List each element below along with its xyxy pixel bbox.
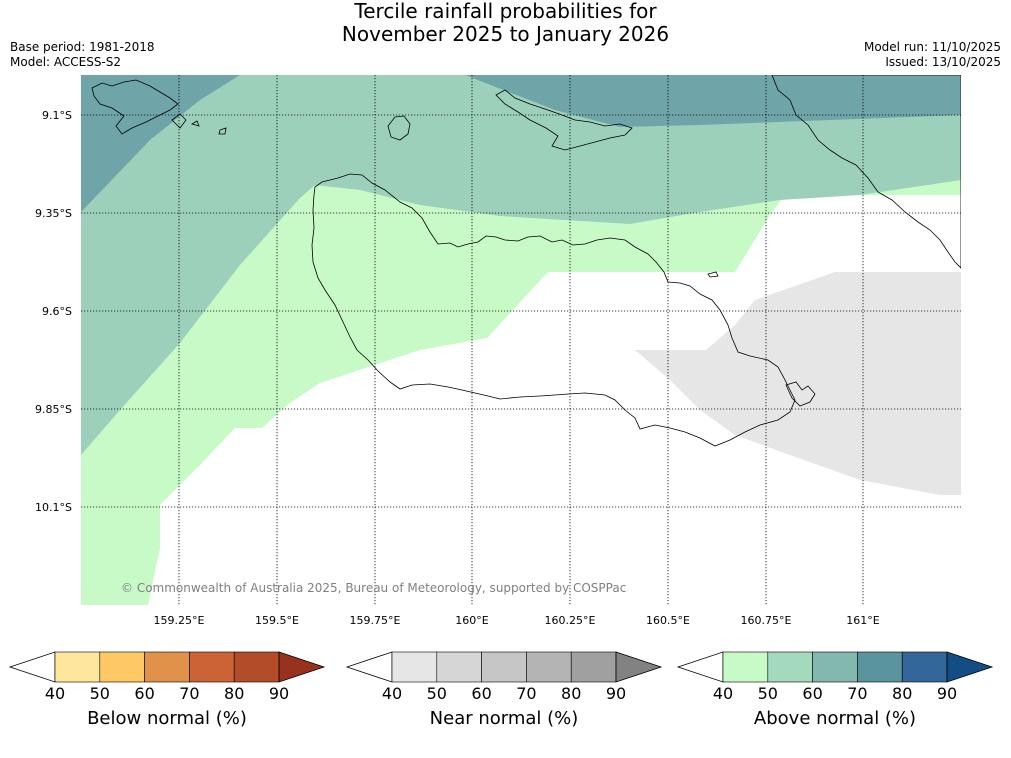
meta-left: Base period: 1981-2018 Model: ACCESS-S2	[10, 40, 155, 70]
lat-label: 9.6°S	[42, 305, 72, 318]
colorbar-segment	[722, 651, 769, 683]
colorbar-segment	[857, 651, 903, 683]
colorbar-high-extension	[615, 651, 663, 683]
colorbar-tick-label: 70	[847, 684, 867, 703]
lon-label: 159.5°E	[255, 614, 299, 627]
colorbar-tick-label: 60	[134, 684, 154, 703]
colorbar-tick-label: 80	[892, 684, 912, 703]
coastline-russell-islet	[171, 113, 187, 129]
colorbars: 40 50 60 70 80 90 40 50 60 70 80 90 40 50 60 70 80 90	[8, 651, 994, 703]
colorbar-tick-label: 40	[45, 684, 65, 703]
issued-date: Issued: 13/10/2025	[885, 55, 1001, 69]
colorbar-tick-label: 70	[516, 684, 536, 703]
longitude-labels: 159.25°E 159.5°E 159.75°E 160°E 160.25°E 160.…	[154, 614, 880, 627]
colorbar-tick-label: 70	[179, 684, 199, 703]
colorbar-tick-label: 90	[269, 684, 289, 703]
colorbar-low-extension	[345, 651, 393, 683]
colorbar-tick-label: 80	[224, 684, 244, 703]
colorbar-segment	[144, 651, 190, 683]
copyright-notice: © Commonwealth of Australia 2025, Bureau…	[121, 581, 626, 595]
lat-label: 9.1°S	[42, 109, 72, 122]
colorbar-segment	[767, 651, 813, 683]
colorbar-segment	[526, 651, 572, 683]
colorbar-tick-label: 80	[561, 684, 581, 703]
colorbar-tick-label: 60	[471, 684, 491, 703]
colorbar-below: 40 50 60 70 80 90	[8, 651, 326, 703]
base-period: Base period: 1981-2018	[10, 40, 155, 54]
colorbar-label-near: Near normal (%)	[429, 708, 579, 729]
colorbar-tick-label: 50	[427, 684, 447, 703]
colorbar-segment	[189, 651, 235, 683]
lat-label: 10.1°S	[35, 501, 72, 514]
lon-label: 159.25°E	[154, 614, 205, 627]
map-area	[81, 75, 961, 605]
model-name: Model: ACCESS-S2	[10, 55, 122, 69]
lat-label: 9.35°S	[35, 207, 72, 220]
colorbar-above: 40 50 60 70 80 90	[676, 651, 994, 703]
colorbar-label-above: Above normal (%)	[753, 708, 917, 729]
colorbar-label-below: Below normal (%)	[87, 708, 247, 729]
meta-right: Model run: 11/10/2025 Issued: 13/10/2025	[864, 40, 1001, 70]
colorbar-tick-label: 90	[606, 684, 626, 703]
zone-above-40	[81, 75, 961, 605]
lon-label: 160°E	[455, 614, 488, 627]
zone-above-50	[81, 75, 961, 455]
colorbar-segment	[391, 651, 438, 683]
coastline-malaita	[771, 75, 961, 269]
colorbar-tick-label: 50	[90, 684, 110, 703]
title-line-1: Tercile rainfall probabilities for	[354, 0, 657, 23]
colorbar-segment	[233, 651, 280, 683]
colorbar-tick-label: 40	[382, 684, 402, 703]
colorbar-segment	[481, 651, 527, 683]
lon-label: 161°E	[846, 614, 879, 627]
colorbar-tick-label: 50	[758, 684, 778, 703]
zone-above-70	[81, 75, 961, 212]
title-line-2: November 2025 to January 2026	[341, 22, 670, 46]
coastline-islet-a	[191, 120, 200, 127]
colorbar-near: 40 50 60 70 80 90	[345, 651, 663, 703]
coastlines	[91, 75, 961, 447]
coastline-small-islet	[707, 271, 719, 278]
coastline-russell-islands	[91, 79, 179, 135]
coastline-islet-b	[218, 127, 227, 135]
zone-near-50	[635, 272, 961, 495]
lon-label: 160.25°E	[545, 614, 596, 627]
map-title: Tercile rainfall probabilities for Novem…	[0, 0, 1011, 46]
colorbar-segment	[812, 651, 858, 683]
colorbar-high-extension	[946, 651, 994, 683]
graticule	[81, 75, 961, 605]
coastline-florida-islands	[495, 89, 633, 151]
coastline-savo-island	[387, 115, 411, 141]
colorbar-tick-label: 90	[937, 684, 957, 703]
colorbar-tick-label: 60	[802, 684, 822, 703]
colorbar-segment	[901, 651, 948, 683]
colorbar-segment	[436, 651, 482, 683]
colorbar-low-extension	[676, 651, 724, 683]
colorbar-high-extension	[278, 651, 326, 683]
colorbar-low-extension	[8, 651, 56, 683]
lon-label: 160.5°E	[646, 614, 690, 627]
colorbar-segment	[570, 651, 617, 683]
coastline-guadalcanal	[311, 173, 796, 447]
model-run: Model run: 11/10/2025	[863, 40, 1001, 54]
lon-label: 159.75°E	[350, 614, 401, 627]
lat-label: 9.85°S	[35, 403, 72, 416]
coastline-marau-islets	[785, 381, 816, 407]
colorbar-tick-label: 40	[713, 684, 733, 703]
colorbar-segment	[54, 651, 101, 683]
lon-label: 160.75°E	[741, 614, 792, 627]
colorbar-segment	[99, 651, 145, 683]
latitude-labels: 9.1°S 9.35°S 9.6°S 9.85°S 10.1°S	[35, 109, 72, 514]
